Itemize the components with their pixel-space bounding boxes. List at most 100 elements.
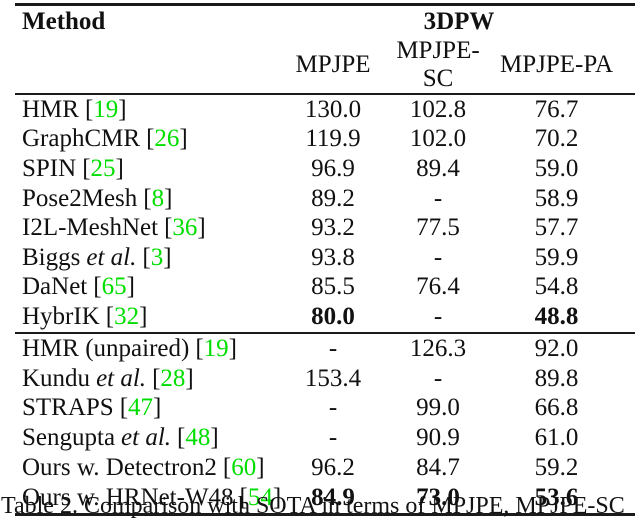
cite-close: ]: [126, 273, 135, 301]
method-name: Sengupta: [22, 424, 116, 452]
cite-close: ]: [228, 334, 237, 362]
value-cell-mpjpe-pa: 58.9: [534, 184, 579, 212]
value-cell-mpjpe-pa: 59.9: [534, 243, 579, 271]
value-cell-mpjpe: 80.0: [311, 302, 355, 330]
citation-number: 3: [150, 243, 164, 271]
value-cell-mpjpe-sc: 89.4: [416, 154, 460, 182]
citation-number: 48: [185, 424, 211, 452]
table-row: HMR (unpaired) [19] - 126.3 92.0: [15, 331, 636, 364]
cite-open: [: [82, 154, 91, 182]
value-cell-mpjpe-pa: 66.8: [534, 394, 579, 422]
table-row: HMR [19] 130.0 102.8 76.7: [15, 94, 635, 125]
table-row: GraphCMR [26] 119.9 102.0 70.2: [15, 125, 635, 155]
citation-number: 26: [154, 125, 180, 153]
method-etal: et al.: [86, 243, 137, 271]
citation-number: 8: [151, 184, 165, 212]
table-row: Biggs et al. [3] 93.8 - 59.9: [15, 243, 635, 273]
cite-open: [: [105, 302, 115, 330]
table-row: Sengupta et al. [48] - 90.9 61.0: [15, 423, 635, 453]
value-cell-mpjpe-sc: 102.8: [409, 95, 467, 123]
value-cell-mpjpe-sc: -: [433, 302, 443, 330]
metric-header-mpjpe-sc: MPJPE-SC: [383, 37, 493, 95]
row-spacer: [620, 453, 635, 483]
citation-number: 54: [247, 484, 273, 512]
value-cell-mpjpe-sc: 76.4: [416, 273, 460, 301]
value-cell-mpjpe-sc: 90.9: [416, 424, 460, 452]
row-spacer: [620, 302, 635, 333]
table-group-unpaired: HMR (unpaired) [19] - 126.3 92.0 Kundu et …: [15, 331, 636, 517]
cite-open: [: [142, 243, 151, 271]
value-cell-mpjpe: 119.9: [305, 125, 361, 153]
header-row-metrics: MPJPE MPJPE-SC MPJPE-PA: [15, 37, 636, 95]
cite-open: [: [239, 484, 248, 512]
method-cell: I2L-MeshNet [36]: [15, 213, 283, 243]
citation-number: 60: [231, 454, 257, 482]
table-row: Kundu et al. [28] 153.4 - 89.8: [15, 364, 635, 394]
cite-close: ]: [118, 95, 127, 123]
results-table: Method 3DPW MPJPE MPJPE-SC MPJPE-PA HMR[…: [15, 3, 636, 517]
row-spacer: [620, 243, 635, 273]
citation-number: 65: [101, 273, 127, 301]
value-cell-mpjpe: 85.5: [311, 273, 355, 301]
metric-header-mpjpe: MPJPE: [283, 37, 383, 95]
value-cell-mpjpe-pa: 57.7: [534, 214, 579, 242]
method-name: I2L-MeshNet: [22, 214, 159, 242]
row-spacer: [620, 331, 636, 364]
row-spacer: [620, 364, 635, 394]
dataset-group-header: 3DPW: [283, 3, 636, 37]
cite-close: ]: [210, 424, 219, 452]
method-name: HybrIK: [22, 302, 100, 330]
header-row-dataset: Method 3DPW: [15, 3, 636, 37]
method-cell: Pose2Mesh [8]: [15, 184, 283, 214]
citation-number: 19: [93, 95, 119, 123]
citation-number: 36: [172, 214, 198, 242]
method-name: HMR (unpaired): [22, 334, 190, 362]
table-header: Method 3DPW MPJPE MPJPE-SC MPJPE-PA: [15, 3, 636, 95]
cite-open: [: [164, 214, 173, 242]
row-spacer: [620, 273, 635, 303]
row-spacer: [620, 213, 635, 243]
method-name: HMR: [22, 95, 79, 123]
cite-close: ]: [164, 184, 173, 212]
value-cell-mpjpe-sc: -: [433, 184, 443, 212]
method-cell: STRAPS [47]: [15, 394, 283, 424]
value-cell-mpjpe-pa: 61.0: [534, 424, 579, 452]
value-cell-mpjpe-pa: 59.2: [534, 454, 579, 482]
value-cell-mpjpe: 89.2: [311, 184, 355, 212]
row-spacer: [620, 423, 635, 453]
method-cell: Sengupta et al. [48]: [15, 423, 283, 453]
cite-close: ]: [256, 454, 265, 482]
table-row: DaNet [65] 85.5 76.4 54.8: [15, 273, 635, 303]
cite-open: [: [143, 184, 152, 212]
method-name: SPIN: [22, 154, 77, 182]
cite-open: [: [93, 273, 102, 301]
value-cell-mpjpe: -: [283, 331, 383, 364]
value-cell-mpjpe-pa: 59.0: [534, 154, 579, 182]
table-caption: Table 2. Comparison with SOTA in terms o…: [1, 493, 625, 519]
row-spacer: [620, 394, 635, 424]
row-spacer: [620, 94, 635, 125]
value-cell-mpjpe-sc: -: [433, 364, 443, 392]
method-cell: HybrIK [32]: [15, 302, 283, 333]
cite-close: ]: [163, 243, 172, 271]
value-cell-mpjpe-sc: 73.0: [383, 483, 493, 517]
method-cell: HMR [19]: [15, 94, 283, 125]
cite-close: ]: [115, 154, 124, 182]
table-group-paired: HMR [19] 130.0 102.8 76.7 GraphCMR [26] 11…: [15, 94, 635, 333]
table-row: Ours w. HRNet-W48 [54] 84.9 73.0 53.6: [15, 483, 636, 517]
method-etal: et al.: [96, 364, 147, 392]
table-row: STRAPS [47] - 99.0 66.8: [15, 394, 635, 424]
metric-header-mpjpe-pa: MPJPE-PA: [493, 37, 620, 95]
table-row: Ours w. Detectron2 [60] 96.2 84.7 59.2: [15, 453, 635, 483]
value-cell-mpjpe-sc: 99.0: [416, 394, 460, 422]
table-row: I2L-MeshNet [36] 93.2 77.5 57.7: [15, 213, 635, 243]
value-cell-mpjpe-pa: 92.0: [493, 331, 620, 364]
value-cell-mpjpe: 96.9: [311, 154, 355, 182]
method-name: GraphCMR: [22, 125, 141, 153]
method-name: DaNet: [22, 273, 88, 301]
header-spacer: [620, 37, 636, 95]
method-cell: Ours w. HRNet-W48 [54]: [15, 483, 283, 517]
header-spacer: [15, 37, 283, 95]
method-cell: Ours w. Detectron2 [60]: [15, 453, 283, 483]
value-cell-mpjpe-pa: 76.7: [534, 95, 579, 123]
